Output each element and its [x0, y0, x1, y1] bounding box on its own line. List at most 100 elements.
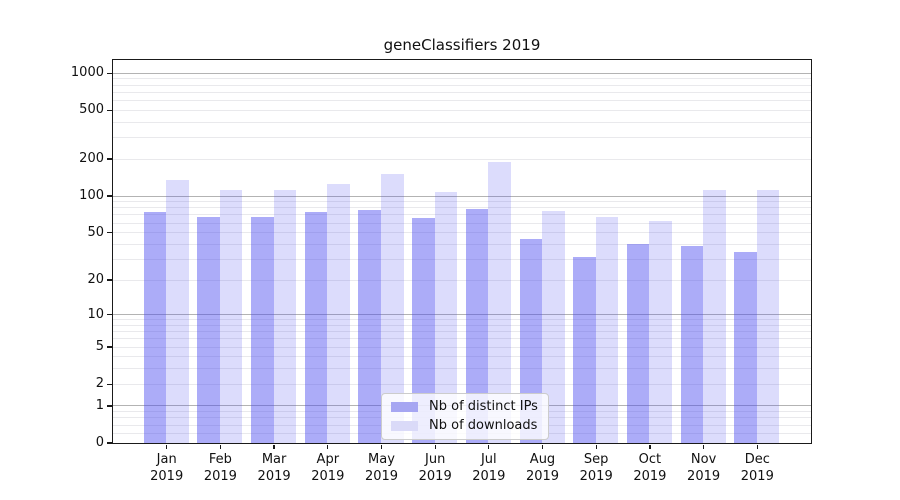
y-tick-label: 200: [79, 151, 104, 167]
legend-swatch-downloads: [391, 421, 418, 431]
gridline-major: [112, 72, 811, 74]
x-tick-label: Dec 2019: [740, 452, 774, 484]
gridline-minor: [112, 319, 811, 321]
y-tick-mark: [107, 72, 112, 74]
y-tick-mark: [107, 195, 112, 197]
x-tick-label: Jan 2019: [150, 452, 184, 484]
gridline-minor: [112, 331, 811, 333]
x-tick-label: Mar 2019: [257, 452, 291, 484]
gridline-minor: [112, 232, 811, 233]
gridline-minor: [112, 214, 811, 216]
gridline-minor: [112, 338, 811, 340]
bar-nb-of-downloads-mar: [273, 189, 297, 443]
x-tick-mark: [595, 444, 597, 449]
bar-nb-of-downloads-sep: [595, 217, 619, 443]
x-tick-mark: [166, 444, 168, 449]
bar-nb-of-distinct-ips-aug: [519, 238, 543, 443]
y-tick-label: 1000: [70, 65, 104, 81]
bar-nb-of-distinct-ips-may: [358, 210, 381, 443]
gridline-minor: [112, 201, 811, 203]
gridline-minor: [112, 137, 811, 138]
x-tick-label: Sep 2019: [579, 452, 613, 484]
legend-item-downloads: Nb of downloads: [391, 419, 538, 433]
gridline-minor: [112, 324, 811, 326]
x-tick-mark: [273, 444, 275, 449]
chart-title: geneClassifiers 2019: [383, 36, 541, 54]
bar-nb-of-downloads-dec: [756, 190, 780, 443]
gridline-major: [112, 314, 811, 316]
y-tick-label: 100: [79, 188, 104, 203]
bar-nb-of-downloads-feb: [219, 190, 243, 443]
x-tick-label: May 2019: [364, 452, 399, 484]
x-tick-mark: [702, 444, 705, 449]
bar-nb-of-downloads-oct: [649, 220, 672, 443]
x-tick-label: Feb 2019: [203, 452, 237, 484]
gridline-minor: [112, 243, 811, 245]
legend: Nb of distinct IPs Nb of downloads: [381, 393, 549, 440]
x-tick-label: Apr 2019: [311, 452, 345, 484]
gridline-minor: [112, 279, 811, 281]
bar-nb-of-distinct-ips-jun: [412, 218, 435, 443]
x-tick-label: Oct 2019: [633, 452, 667, 484]
y-tick-label: 1: [95, 397, 104, 413]
gridline-minor: [112, 109, 811, 111]
gridline-major: [112, 195, 811, 197]
gridline-minor: [112, 158, 811, 160]
bar-nb-of-distinct-ips-dec: [734, 252, 757, 443]
bar-nb-of-distinct-ips-feb: [197, 217, 220, 443]
x-tick-mark: [488, 444, 490, 449]
x-tick-label: Jul 2019: [472, 452, 506, 484]
bar-nb-of-downloads-may: [381, 174, 404, 443]
y-tick-label: 10: [87, 306, 104, 322]
x-tick-mark: [756, 444, 758, 449]
bar-nb-of-downloads-jun: [434, 191, 458, 443]
x-tick-mark: [541, 444, 544, 449]
gridline-minor: [112, 356, 811, 358]
y-tick-mark: [107, 383, 112, 385]
bar-nb-of-downloads-apr: [327, 183, 350, 443]
x-tick-label: Aug 2019: [525, 452, 560, 484]
legend-label-distinct-ips: Nb of distinct IPs: [429, 399, 538, 414]
gridline-minor: [112, 121, 811, 123]
plot-area: [111, 58, 812, 444]
bar-nb-of-distinct-ips-jan: [143, 212, 167, 443]
x-tick-mark: [327, 444, 329, 449]
y-tick-label: 20: [87, 272, 104, 287]
bar-nb-of-downloads-jul: [488, 161, 511, 443]
bar-nb-of-downloads-aug: [542, 211, 565, 443]
gridline-minor: [112, 84, 811, 86]
y-tick-mark: [107, 346, 112, 348]
bar-nb-of-distinct-ips-sep: [573, 257, 596, 443]
y-tick-label: 0: [95, 435, 104, 450]
y-tick-label: 5: [95, 339, 104, 355]
gridline-minor: [112, 91, 811, 93]
bar-nb-of-distinct-ips-nov: [680, 246, 704, 443]
gridline-minor: [112, 100, 811, 101]
x-tick-mark: [434, 444, 436, 449]
x-tick-mark: [380, 444, 383, 449]
y-tick-mark: [107, 109, 112, 111]
bar-nb-of-distinct-ips-oct: [626, 243, 650, 443]
legend-item-distinct-ips: Nb of distinct IPs: [391, 400, 538, 414]
y-tick-mark: [107, 158, 112, 160]
y-tick-label: 2: [95, 376, 104, 392]
bar-nb-of-distinct-ips-mar: [251, 217, 274, 443]
x-tick-mark: [649, 444, 651, 449]
gridline-minor: [112, 346, 811, 348]
gridline-minor: [112, 207, 811, 209]
legend-swatch-distinct-ips: [391, 402, 418, 412]
x-tick-mark: [219, 444, 222, 449]
y-tick-mark: [107, 405, 112, 407]
gridline-minor: [112, 222, 811, 224]
y-tick-mark: [107, 279, 112, 281]
legend-label-downloads: Nb of downloads: [429, 418, 538, 433]
y-tick-mark: [107, 231, 112, 234]
bar-nb-of-distinct-ips-jul: [465, 208, 489, 443]
x-tick-label: Nov 2019: [687, 452, 721, 484]
gridline-minor: [112, 383, 811, 385]
gridline-minor: [112, 258, 811, 260]
y-tick-mark: [107, 314, 112, 316]
gridline-minor: [112, 78, 811, 80]
y-tick-mark: [107, 442, 112, 444]
